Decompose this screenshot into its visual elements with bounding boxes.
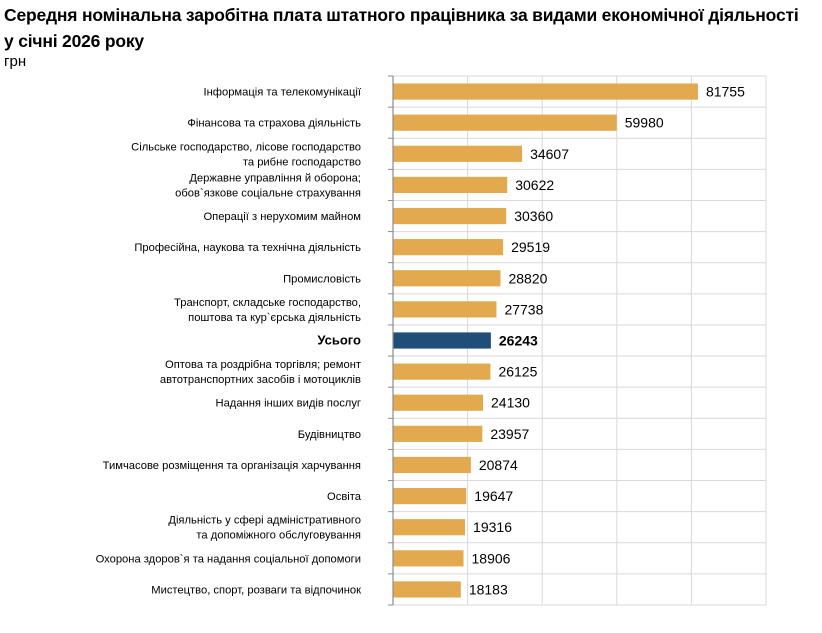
category-label: Операції з нерухомим майном bbox=[203, 211, 361, 223]
bar bbox=[393, 425, 483, 442]
category-label: Освіта bbox=[327, 491, 362, 503]
axis-layer bbox=[388, 75, 394, 606]
category-label-line: автотранспортних засобів і мотоциклів bbox=[160, 374, 361, 386]
category-label: Фінансова та страхова діяльність bbox=[187, 118, 361, 130]
category-label: Надання інших видів послуг bbox=[216, 398, 362, 410]
category-label-line: Тимчасове розміщення та організація харч… bbox=[103, 460, 361, 472]
value-label: 20874 bbox=[479, 457, 518, 473]
category-label-line: Сільське господарство, лісове господарст… bbox=[131, 141, 361, 153]
bar bbox=[393, 83, 698, 100]
bar bbox=[393, 145, 523, 162]
value-label: 59980 bbox=[625, 115, 664, 131]
chart-title-line-2: у січні 2026 року bbox=[4, 31, 144, 51]
category-label: Усього bbox=[317, 333, 361, 348]
category-label-line: Оптова та роздрібна торгівля; ремонт bbox=[165, 359, 361, 371]
value-label: 34607 bbox=[530, 146, 569, 162]
bar-layer bbox=[393, 83, 698, 598]
category-label-line: Промисловість bbox=[283, 273, 361, 285]
category-label-line: Будівництво bbox=[298, 429, 361, 441]
bar bbox=[393, 270, 501, 287]
bar bbox=[393, 301, 497, 318]
category-label: Охорона здоров`я та надання соціальної д… bbox=[96, 553, 361, 565]
bar bbox=[393, 519, 466, 536]
category-label: Тимчасове розміщення та організація харч… bbox=[103, 460, 361, 472]
category-label-line: поштова та кур`єрська діяльність bbox=[188, 312, 361, 324]
value-label-layer: 81755 59980 34607 30622 30360 29519 28820 27738… bbox=[469, 84, 745, 598]
category-label-line: та допоміжного обслуговування bbox=[196, 530, 361, 542]
bar bbox=[393, 487, 467, 505]
category-label-line: Операції з нерухомим майном bbox=[203, 211, 361, 223]
value-label: 26125 bbox=[498, 364, 537, 380]
value-label: 30360 bbox=[514, 208, 553, 224]
bar bbox=[393, 394, 484, 411]
category-label-line: Фінансова та страхова діяльність bbox=[187, 118, 361, 130]
unit-label: грн bbox=[4, 53, 27, 70]
chart-title-line-1: Середня номінальна заробітна плата штатн… bbox=[4, 5, 799, 25]
bar bbox=[393, 176, 508, 194]
category-label-line: Надання інших видів послуг bbox=[216, 398, 362, 410]
category-label-line: Усього bbox=[317, 333, 361, 348]
category-label-line: Професійна, наукова та технічна діяльніс… bbox=[134, 242, 361, 254]
bar bbox=[393, 550, 464, 567]
category-label-line: Інформація та телекомунікації bbox=[203, 87, 361, 99]
value-label: 81755 bbox=[706, 84, 745, 100]
category-label: Будівництво bbox=[298, 429, 361, 441]
category-label: Оптова та роздрібна торгівля; ремонт авто… bbox=[160, 359, 361, 386]
category-label-line: обов`язкове соціальне страхування bbox=[175, 187, 361, 199]
category-label: Транспорт, складське господарство, поштов… bbox=[174, 297, 361, 324]
bar bbox=[393, 207, 507, 225]
value-label: 28820 bbox=[508, 270, 547, 286]
value-label: 19316 bbox=[473, 519, 512, 535]
category-label: Сільське господарство, лісове господарст… bbox=[131, 141, 361, 168]
bar-total bbox=[393, 332, 491, 349]
bar bbox=[393, 114, 617, 131]
category-label-layer: Інформація та телекомунікації Фінансова т… bbox=[96, 87, 362, 597]
category-label: Мистецтво, спорт, розваги та відпочинок bbox=[151, 584, 361, 596]
chart-title: Середня номінальна заробітна плата штатн… bbox=[4, 2, 799, 54]
grid-layer bbox=[393, 75, 767, 606]
value-label: 29519 bbox=[511, 239, 550, 255]
bar bbox=[393, 239, 504, 256]
category-label: Професійна, наукова та технічна діяльніс… bbox=[134, 242, 361, 254]
value-label: 18183 bbox=[469, 581, 508, 597]
category-label-line: Мистецтво, спорт, розваги та відпочинок bbox=[151, 584, 361, 596]
category-label: Промисловість bbox=[283, 273, 361, 285]
category-label: Інформація та телекомунікації bbox=[203, 87, 361, 99]
value-label: 24130 bbox=[491, 395, 530, 411]
category-label-line: Діяльність у сфері адміністративного bbox=[168, 515, 361, 527]
category-label: Державне управління й оборона; обов`язков… bbox=[175, 172, 361, 199]
category-label-line: Охорона здоров`я та надання соціальної д… bbox=[96, 553, 361, 565]
value-label: 30622 bbox=[515, 177, 554, 193]
category-label-line: та рибне господарство bbox=[243, 156, 361, 168]
value-label: 27738 bbox=[504, 301, 543, 317]
bar bbox=[393, 363, 491, 380]
value-label: 18906 bbox=[472, 550, 511, 566]
bar bbox=[393, 581, 461, 598]
category-label-line: Транспорт, складське господарство, bbox=[174, 297, 361, 309]
category-label-line: Освіта bbox=[327, 491, 362, 503]
value-label: 23957 bbox=[490, 426, 529, 442]
category-label: Діяльність у сфері адміністративного та д… bbox=[168, 515, 361, 542]
value-label: 26243 bbox=[499, 333, 538, 349]
value-label: 19647 bbox=[474, 488, 513, 504]
category-label-line: Державне управління й оборона; bbox=[189, 172, 361, 184]
bar bbox=[393, 456, 471, 474]
